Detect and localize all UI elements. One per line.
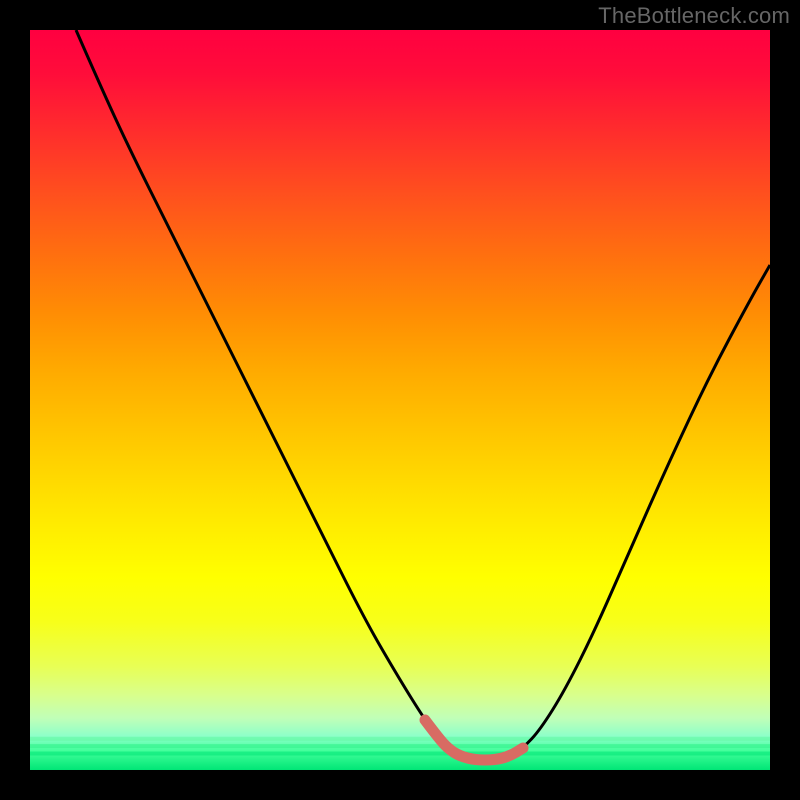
watermark-text: TheBottleneck.com — [598, 3, 790, 29]
plot-area — [30, 30, 770, 770]
chart-svg — [30, 30, 770, 770]
chart-background — [30, 30, 770, 770]
bottom-band — [30, 737, 770, 741]
chart-frame: TheBottleneck.com — [0, 0, 800, 800]
bottom-band — [30, 744, 770, 748]
bottom-band — [30, 752, 770, 756]
